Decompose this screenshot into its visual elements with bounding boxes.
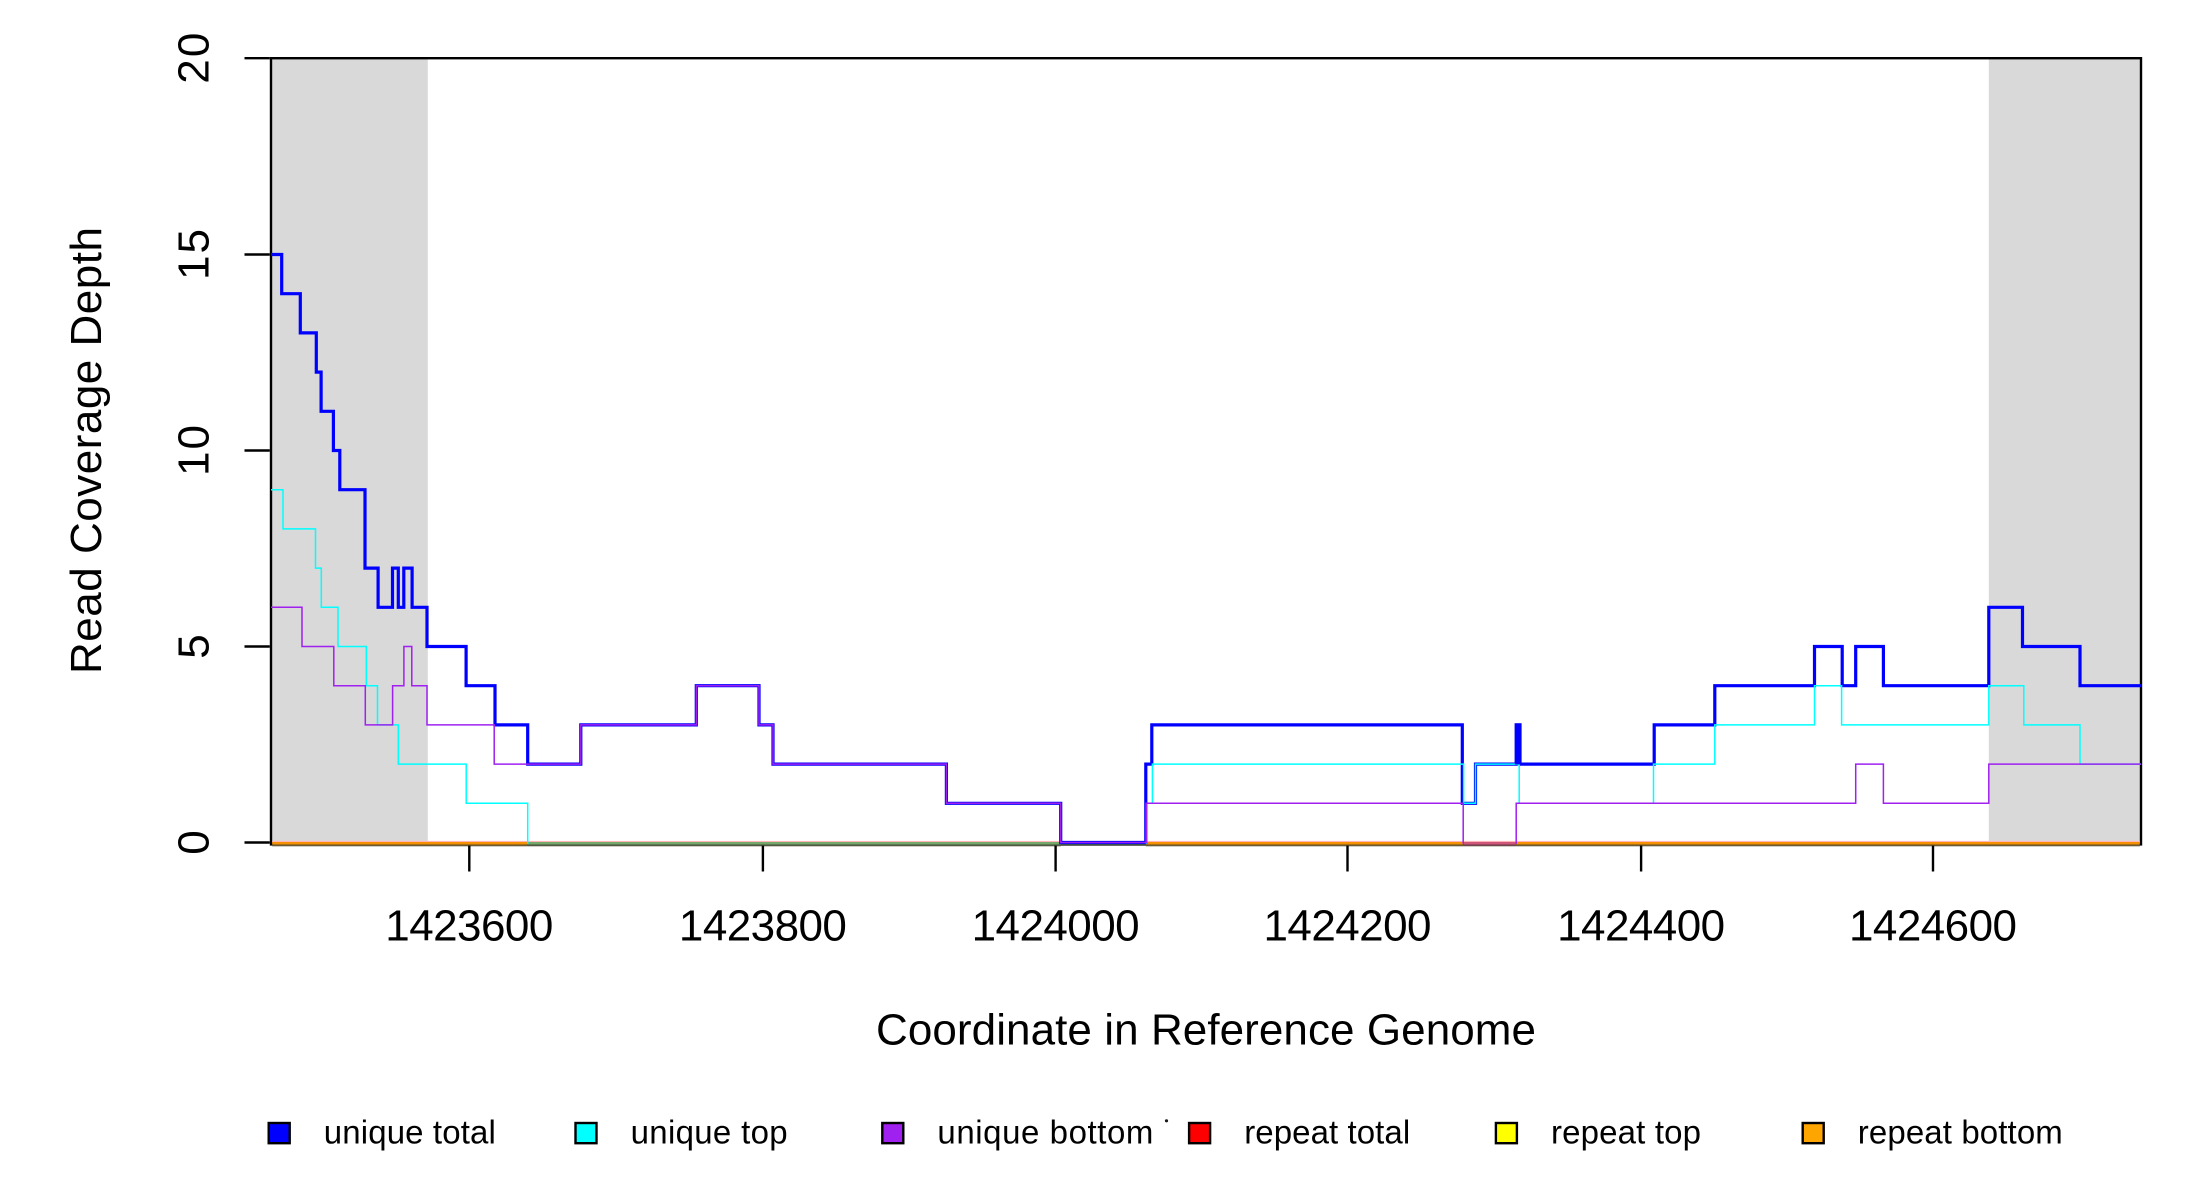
svg-text:1424400: 1424400 xyxy=(1557,902,1725,951)
svg-text:unique top: unique top xyxy=(631,1114,788,1151)
svg-text:1423600: 1423600 xyxy=(385,902,553,951)
svg-text:repeat top: repeat top xyxy=(1551,1114,1701,1151)
svg-text:1424000: 1424000 xyxy=(972,902,1140,951)
svg-text:repeat total: repeat total xyxy=(1244,1114,1410,1151)
svg-text:0: 0 xyxy=(170,830,219,854)
svg-text:unique bottom: unique bottom xyxy=(937,1114,1153,1151)
svg-text:5: 5 xyxy=(170,634,219,658)
svg-text:unique total: unique total xyxy=(324,1114,496,1151)
svg-text:Read Coverage Depth: Read Coverage Depth xyxy=(62,227,111,674)
svg-text:repeat bottom: repeat bottom xyxy=(1858,1114,2063,1151)
svg-text:1423800: 1423800 xyxy=(679,902,847,951)
svg-text:1424200: 1424200 xyxy=(1264,902,1432,951)
svg-text:Coordinate in Reference Genome: Coordinate in Reference Genome xyxy=(876,1006,1536,1055)
svg-text:1424600: 1424600 xyxy=(1849,902,2017,951)
